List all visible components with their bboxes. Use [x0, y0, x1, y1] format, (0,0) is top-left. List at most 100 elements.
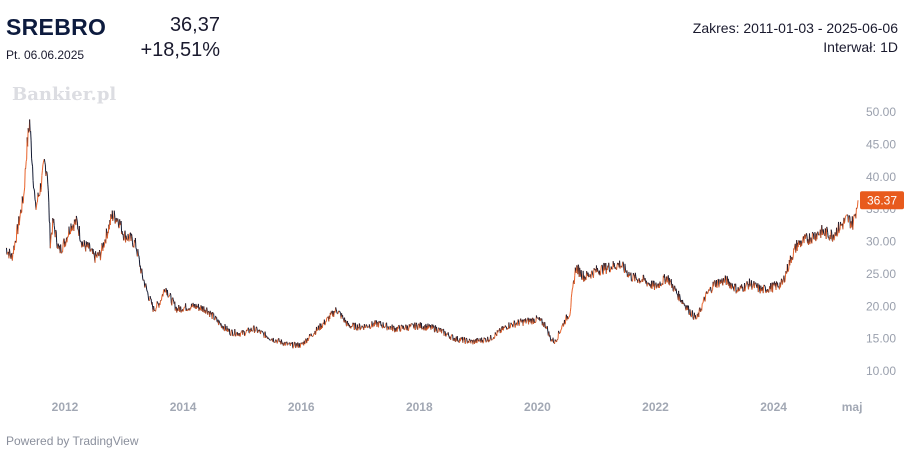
x-tick-label: 2022	[642, 400, 669, 414]
price-segment	[534, 321, 537, 323]
price-segment	[93, 252, 96, 259]
price-segment	[561, 324, 563, 326]
y-tick-label: 10.00	[866, 364, 896, 378]
price-segment	[418, 323, 420, 325]
price-segment	[492, 338, 494, 340]
price-segment	[709, 287, 711, 291]
x-tick-label: 2018	[406, 400, 433, 414]
price-segment	[13, 242, 16, 251]
price-segment	[689, 314, 692, 317]
price-segment	[852, 223, 854, 230]
price-segment	[487, 336, 489, 341]
price-segment	[855, 207, 857, 219]
price-segment	[517, 319, 520, 323]
price-segment	[30, 140, 33, 159]
price-segment	[103, 245, 105, 248]
price-segment	[371, 321, 373, 326]
price-segment	[403, 327, 405, 330]
price-segment	[590, 271, 593, 279]
price-segment	[280, 339, 283, 343]
price-segment	[381, 324, 383, 328]
price-segment	[122, 233, 125, 241]
last-price: 36,37	[169, 14, 220, 36]
x-tick-label: 2024	[760, 400, 787, 414]
price-segment	[767, 289, 769, 292]
price-segment	[643, 279, 646, 281]
price-segment	[479, 338, 482, 341]
price-segment	[234, 329, 236, 337]
price-segment	[389, 325, 392, 328]
price-segment	[261, 330, 264, 333]
price-segment	[472, 339, 474, 345]
price-segment	[592, 268, 595, 278]
price-segment	[272, 337, 275, 342]
price-segment	[276, 340, 279, 344]
price-series-layer	[5, 119, 859, 349]
price-segment	[491, 339, 493, 341]
price-segment	[402, 325, 405, 329]
price-segment	[81, 241, 84, 246]
price-segment	[856, 206, 858, 209]
price-segment	[407, 328, 410, 331]
price-segment	[823, 233, 825, 235]
price-segment	[6, 253, 8, 255]
price-segment	[134, 237, 137, 248]
price-segment	[433, 325, 435, 333]
last-price-badge	[860, 191, 904, 210]
y-tick-label: 30.00	[866, 235, 896, 249]
price-segment	[147, 292, 149, 296]
powered-by-tradingview[interactable]: Powered by TradingView	[6, 434, 139, 448]
price-segment	[437, 331, 439, 334]
price-segment	[127, 233, 130, 238]
price-segment	[784, 276, 786, 283]
y-tick-label: 15.00	[866, 332, 896, 346]
price-segment	[257, 331, 259, 334]
price-segment	[852, 216, 855, 224]
price-segment	[545, 326, 548, 330]
price-segment	[711, 289, 713, 291]
price-segment	[268, 338, 271, 341]
price-segment	[497, 330, 499, 333]
price-segment	[755, 282, 757, 285]
price-segment	[442, 328, 444, 331]
price-segment	[789, 255, 791, 266]
price-segment	[263, 332, 266, 338]
price-segment	[762, 285, 765, 294]
price-segment	[692, 316, 694, 320]
price-segment	[699, 307, 701, 312]
price-segment	[420, 322, 423, 330]
price-change-percent: +18,51%	[140, 39, 220, 61]
price-segment	[842, 221, 844, 230]
price-segment	[54, 230, 57, 238]
price-segment	[465, 337, 468, 340]
price-segment	[600, 265, 602, 271]
price-segment	[359, 328, 362, 331]
price-segment	[552, 337, 555, 343]
price-segment	[395, 330, 397, 332]
price-segment	[489, 338, 491, 342]
price-segment	[512, 321, 515, 327]
price-segment	[244, 334, 246, 337]
price-segment	[231, 331, 234, 337]
last-price-marker: 36.37	[860, 191, 904, 210]
price-segment	[462, 337, 465, 341]
price-segment	[803, 234, 806, 244]
price-segment	[283, 342, 285, 346]
price-segment	[413, 326, 415, 329]
price-segment	[398, 325, 401, 329]
price-segment	[682, 302, 684, 305]
price-segment	[747, 285, 750, 290]
price-segment	[88, 242, 91, 245]
price-segment	[171, 298, 173, 306]
price-segment	[262, 332, 265, 334]
price-segment	[386, 327, 389, 331]
price-segment	[456, 336, 459, 342]
price-segment	[721, 278, 723, 285]
price-segment	[404, 328, 406, 330]
price-segment	[292, 347, 294, 349]
x-tick-label: 2016	[288, 400, 315, 414]
price-segment	[446, 333, 448, 335]
chart-interval: Interwał: 1D	[823, 39, 898, 55]
price-segment	[406, 325, 409, 329]
